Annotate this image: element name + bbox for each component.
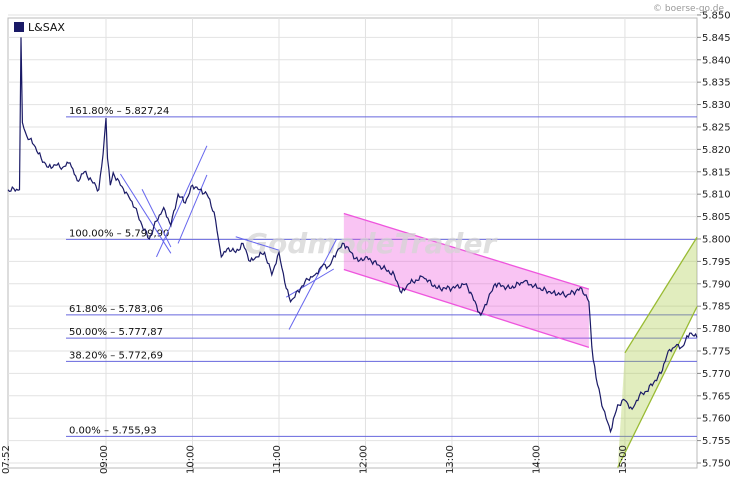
- y-tick-label: 5.765: [702, 391, 730, 402]
- x-tick-label: 11:00: [272, 445, 283, 474]
- trend-line: [288, 238, 338, 330]
- source-label: © boerse-go.de: [653, 4, 724, 14]
- legend-swatch: [14, 22, 24, 32]
- trend-line: [156, 145, 208, 258]
- y-tick-label: 5.830: [702, 100, 730, 111]
- y-tick-label: 5.755: [702, 436, 730, 447]
- x-tick-label: 15:00: [618, 445, 629, 474]
- y-tick-label: 5.780: [702, 324, 730, 335]
- watermark: GodmodeTrader: [245, 227, 498, 260]
- y-tick-label: 5.835: [702, 78, 730, 89]
- y-tick-label: 5.750: [702, 459, 730, 470]
- fibonacci-levels: 161.80% – 5.827,24 100.00% – 5.799,90 61.8…: [66, 106, 697, 437]
- x-tick-label: 10:00: [186, 445, 197, 474]
- chart-title: L&SAX: [28, 21, 65, 34]
- green-channel-upper: [624, 236, 698, 354]
- y-tick-label: 5.795: [702, 257, 730, 268]
- pink-channel-lower: [343, 268, 590, 349]
- y-tick-label: 5.775: [702, 346, 730, 357]
- x-tick-label: 13:00: [445, 445, 456, 474]
- channels: [343, 212, 698, 468]
- plot-area: [7, 17, 698, 469]
- x-axis: 07:52 09:00 10:00 11:00 12:00 13:00 14:00 15:00: [1, 445, 629, 474]
- pink-channel-upper: [343, 212, 590, 290]
- trend-line: [120, 173, 172, 254]
- y-tick-label: 5.770: [702, 369, 730, 380]
- y-tick-label: 5.800: [702, 234, 730, 245]
- fib-level-label: 61.80% – 5.783,06: [69, 304, 163, 315]
- y-tick-label: 5.825: [702, 122, 730, 133]
- fib-level-label: 38.20% – 5.772,69: [69, 350, 163, 361]
- green-channel-fill: [617, 237, 697, 468]
- fib-level-label: 100.00% – 5.799,90: [69, 228, 169, 239]
- x-tick-label: 12:00: [358, 445, 369, 474]
- y-tick-label: 5.760: [702, 414, 730, 425]
- trend-line: [285, 268, 335, 298]
- y-tick-label: 5.805: [702, 212, 730, 223]
- x-tick-label: 07:52: [1, 445, 12, 474]
- y-tick-label: 5.850: [702, 10, 730, 21]
- price-line: [7, 37, 698, 434]
- y-tick-label: 5.785: [702, 302, 730, 313]
- y-tick-label: 5.810: [702, 190, 730, 201]
- fib-level-label: 0.00% – 5.755,93: [69, 425, 157, 436]
- y-tick-label: 5.840: [702, 55, 730, 66]
- pink-channel-fill: [343, 213, 589, 348]
- y-tick-label: 5.845: [702, 33, 730, 44]
- legend: L&SAX: [14, 21, 65, 34]
- grid: [8, 14, 697, 468]
- trend-line: [177, 174, 208, 244]
- trend-line: [235, 236, 280, 251]
- series: [7, 37, 698, 434]
- fib-level-label: 161.80% – 5.827,24: [69, 106, 169, 117]
- trend-lines: [120, 145, 338, 330]
- fib-level-label: 50.00% – 5.777,87: [69, 327, 163, 338]
- y-axis: 5.750 5.755 5.760 5.765 5.770 5.775 5.780 5.785…: [697, 10, 730, 470]
- trend-line: [141, 189, 172, 248]
- y-tick-label: 5.815: [702, 167, 730, 178]
- green-channel-lower: [617, 306, 698, 468]
- x-tick-label: 09:00: [99, 445, 110, 474]
- y-tick-label: 5.790: [702, 279, 730, 290]
- x-tick-label: 14:00: [531, 445, 542, 474]
- y-tick-label: 5.820: [702, 145, 730, 156]
